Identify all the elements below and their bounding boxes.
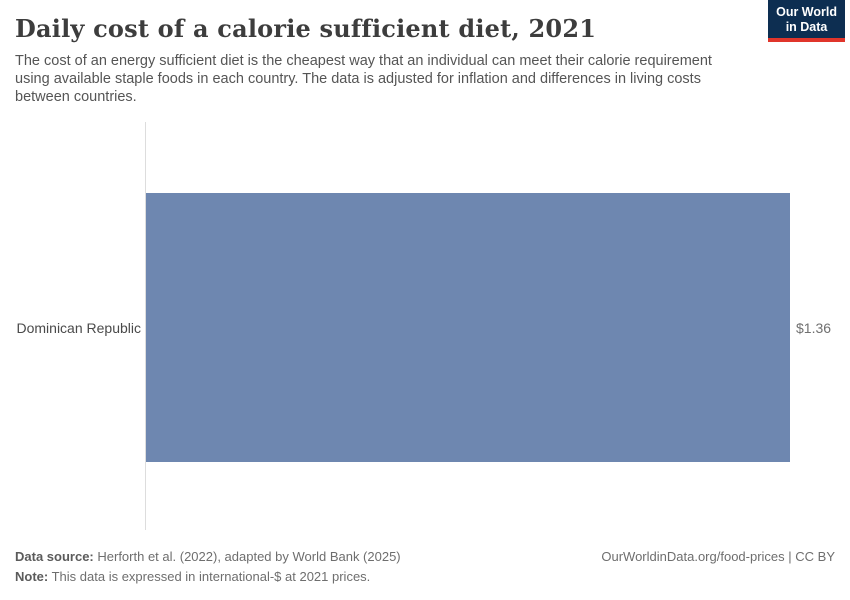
bar-dominican-republic[interactable] [146,193,790,462]
owid-logo-line2: in Data [785,20,828,34]
chart-footer: Data source: Herforth et al. (2022), ada… [15,547,835,587]
owid-attribution-link[interactable]: OurWorldinData.org/food-prices | CC BY [601,549,835,564]
data-source-label: Data source: [15,549,94,564]
note-text: This data is expressed in international-… [51,569,371,584]
note-label: Note: [15,569,49,584]
chart-subtitle: The cost of an energy sufficient diet is… [15,53,712,105]
owid-logo[interactable]: Our World in Data [768,0,845,42]
data-source-text: Herforth et al. (2022), adapted by World… [97,549,401,564]
y-axis-line [145,122,146,530]
data-source-line: Data source: Herforth et al. (2022), ada… [15,547,835,567]
page-title: Daily cost of a calorie sufficient diet,… [15,14,597,43]
chart-header: Daily cost of a calorie sufficient diet,… [15,14,835,106]
entity-label: Dominican Republic [16,320,141,336]
owid-logo-line1: Our World [776,5,837,19]
note-line: Note: This data is expressed in internat… [15,567,835,587]
value-label: $1.36 [796,320,832,336]
